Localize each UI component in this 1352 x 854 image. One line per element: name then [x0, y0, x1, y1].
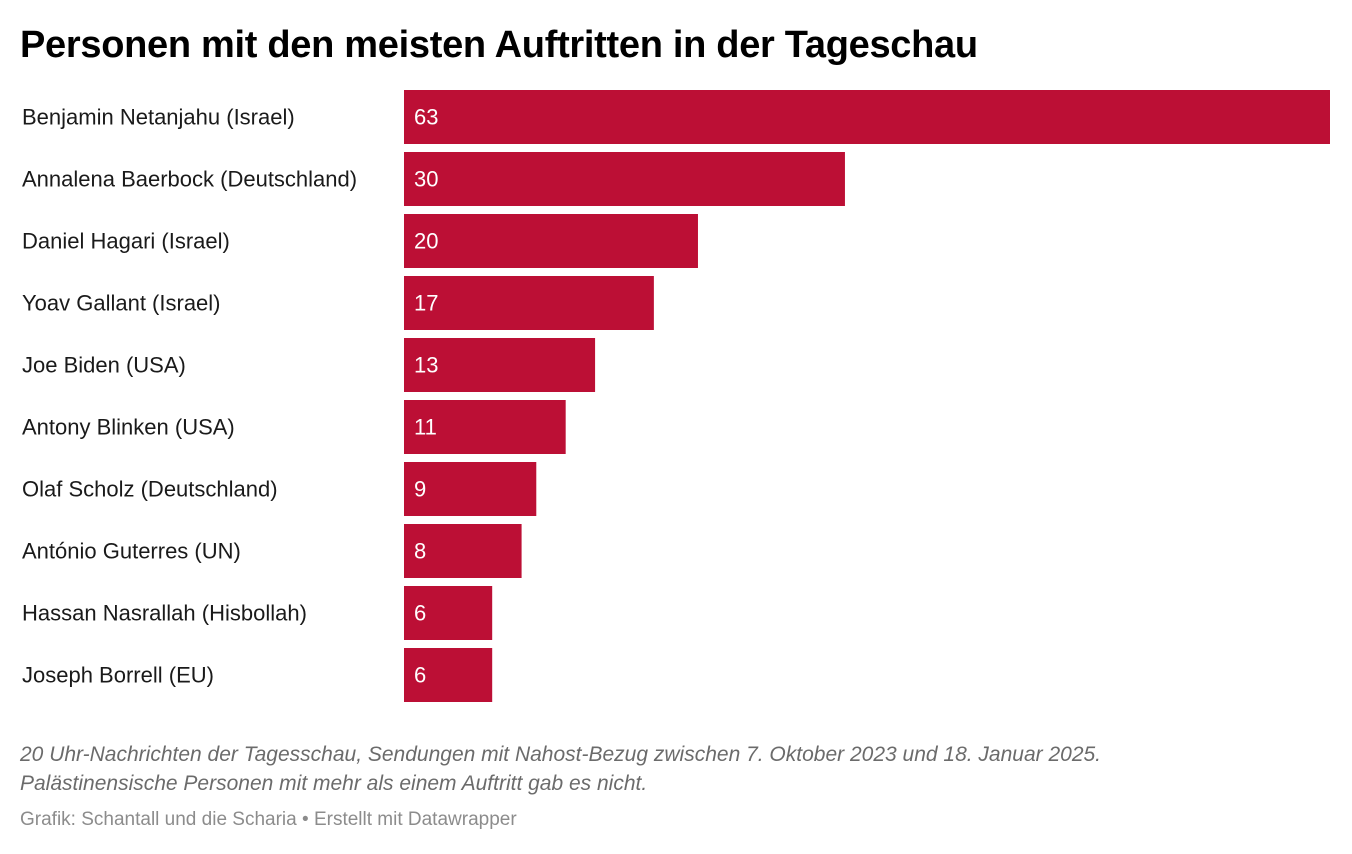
bar-value-label: 17 [414, 291, 438, 316]
bar-value-label: 9 [414, 477, 426, 502]
bar [404, 214, 698, 268]
datawrapper-credit: Erstellt mit Datawrapper [313, 809, 517, 830]
bar [404, 276, 654, 330]
bar-value-labels: 63 30 20 17 13 11 9 8 6 6 [414, 105, 438, 688]
category-label: Joe Biden (USA) [22, 353, 186, 378]
category-labels: Benjamin Netanjahu (Israel) Annalena Baer… [22, 105, 357, 688]
bar [404, 462, 537, 516]
category-label: Annalena Baerbock (Deutschland) [22, 167, 357, 192]
category-label: Daniel Hagari (Israel) [22, 229, 230, 254]
footer-separator: • [302, 809, 309, 830]
chart-footer: Grafik: Schantall und die Scharia • Erst… [20, 806, 517, 834]
bar [404, 152, 845, 206]
bar [404, 524, 522, 578]
chart-notes: 20 Uhr-Nachrichten der Tagesschau, Sendu… [20, 740, 1320, 798]
bar-value-label: 11 [414, 415, 437, 440]
bar-value-label: 6 [414, 601, 426, 626]
bar-value-label: 20 [414, 229, 438, 254]
note-line-1: 20 Uhr-Nachrichten der Tagesschau, Sendu… [20, 743, 1102, 766]
bar-chart: Benjamin Netanjahu (Israel) Annalena Baer… [22, 90, 1330, 702]
category-label: Joseph Borrell (EU) [22, 663, 214, 688]
graphic-credit: Grafik: Schantall und die Scharia [20, 809, 297, 830]
category-label: Antony Blinken (USA) [22, 415, 235, 440]
bar-value-label: 30 [414, 167, 438, 192]
bar [404, 90, 1330, 144]
bar-value-label: 63 [414, 105, 438, 130]
bar [404, 338, 596, 392]
bar [404, 400, 566, 454]
category-label: Olaf Scholz (Deutschland) [22, 477, 278, 502]
bar-value-label: 13 [414, 353, 438, 378]
category-label: Hassan Nasrallah (Hisbollah) [22, 601, 307, 626]
bar-value-label: 8 [414, 539, 426, 564]
bars [404, 90, 1330, 702]
note-line-2: Palästinensische Personen mit mehr als e… [20, 772, 648, 795]
category-label: Benjamin Netanjahu (Israel) [22, 105, 295, 130]
bar [404, 586, 493, 640]
category-label: Yoav Gallant (Israel) [22, 291, 221, 316]
category-label: António Guterres (UN) [22, 539, 241, 564]
bar [404, 648, 493, 702]
bar-value-label: 6 [414, 663, 426, 688]
chart-title: Personen mit den meisten Auftritten in d… [20, 24, 978, 66]
